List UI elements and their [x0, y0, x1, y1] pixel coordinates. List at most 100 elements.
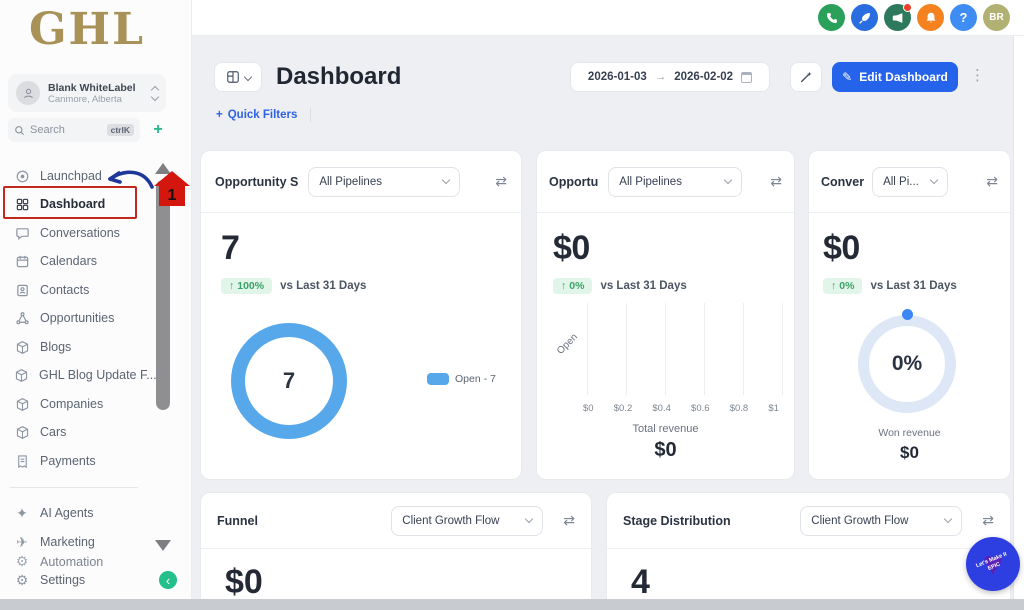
card-opportunity-value: Opportu All Pipelines ⇄ $0 ↑ 0% vs Las	[536, 150, 795, 480]
metric-value: $0	[823, 229, 860, 267]
announcements-button[interactable]	[884, 3, 912, 31]
account-switcher[interactable]: Blank WhiteLabel Canmore, Alberta	[8, 74, 166, 112]
footer-value: $0	[900, 443, 919, 462]
pipeline-select[interactable]: All Pipelines	[308, 166, 461, 197]
legend-label: Open - 7	[455, 373, 496, 385]
quick-add-button[interactable]: +	[153, 121, 163, 138]
edit-dashboard-button[interactable]: ✎ Edit Dashboard	[832, 62, 958, 92]
chevron-down-icon	[724, 175, 733, 185]
donut-center-value: 7	[282, 368, 296, 393]
more-options-button[interactable]: ⋮	[970, 67, 985, 84]
account-name: Blank WhiteLabel	[48, 81, 136, 94]
sidebar-item-ai-agents[interactable]: ✦ AI Agents	[6, 500, 146, 526]
delta-badge: ↑ 0%	[823, 278, 863, 294]
card-stage-distribution: Stage Distribution Client Growth Flow ⇄ …	[606, 492, 1011, 610]
rocket-icon	[858, 12, 870, 24]
chevron-down-icon	[929, 175, 939, 185]
sidebar-item-opportunities[interactable]: Opportunities	[6, 305, 146, 331]
compare-label: vs Last 31 Days	[870, 280, 957, 292]
sidebar-item-cars[interactable]: Cars	[6, 419, 146, 445]
gauge-chart: 0%	[858, 315, 956, 413]
paper-plane-icon: ✈	[16, 533, 28, 550]
dashboard-icon	[14, 196, 30, 212]
donut-chart: 7	[231, 323, 347, 439]
cube-icon	[14, 396, 30, 412]
rocket-button[interactable]	[851, 4, 878, 31]
compare-icon[interactable]: ⇄	[563, 512, 575, 528]
card-title: Opportunity S	[215, 174, 299, 189]
sparkle-icon: ✦	[16, 504, 28, 521]
opportunities-icon	[14, 310, 30, 326]
topbar: ? BR	[192, 0, 1024, 36]
sidebar-item-contacts[interactable]: Contacts	[6, 277, 146, 303]
bar-chart	[587, 303, 783, 395]
sidebar-item-calendars[interactable]: Calendars	[6, 248, 146, 274]
pipeline-select[interactable]: All Pi...	[872, 166, 949, 197]
plus-icon: +	[216, 109, 223, 121]
search-input[interactable]: Search ctrlK	[8, 118, 140, 142]
footer-label: Total revenue	[632, 423, 699, 435]
sidebar-item-ghl-blog-update[interactable]: GHL Blog Update F...	[6, 362, 157, 388]
compare-icon[interactable]: ⇄	[770, 173, 782, 189]
up-arrow-icon: ↑	[831, 280, 837, 292]
heart-icon: ♥	[982, 545, 1004, 583]
legend-swatch	[427, 373, 449, 385]
sidebar-item-blogs[interactable]: Blogs	[6, 334, 146, 360]
brand-logo: GHL	[28, 4, 146, 55]
receipt-icon	[14, 453, 30, 469]
sidebar-scrollbar-thumb[interactable]	[156, 180, 170, 410]
card-title: Opportu	[549, 174, 599, 189]
compare-icon[interactable]: ⇄	[982, 512, 994, 528]
cube-icon	[14, 367, 29, 383]
pipeline-select[interactable]: Client Growth Flow	[391, 505, 544, 536]
sidebar-item-marketing[interactable]: ✈ Marketing	[6, 529, 146, 555]
customize-button[interactable]	[790, 62, 822, 92]
divider	[310, 108, 312, 122]
sidebar-item-launchpad[interactable]: Launchpad	[6, 163, 146, 189]
pipeline-select[interactable]: Client Growth Flow	[800, 505, 963, 536]
sidebar-scroll-up-icon[interactable]	[155, 163, 171, 174]
main-pane: ? BR Dashboard 2026-01-03 → 2026-02-02	[192, 0, 1024, 610]
account-location: Canmore, Alberta	[48, 93, 122, 105]
account-chevrons-icon	[150, 85, 160, 101]
search-icon	[15, 125, 25, 135]
sidebar-scroll-down-icon[interactable]	[155, 540, 171, 551]
grid-icon	[226, 71, 239, 83]
notifications-button[interactable]	[917, 4, 944, 31]
sidebar-divider	[10, 487, 138, 488]
phone-button[interactable]	[818, 4, 845, 31]
date-range-picker[interactable]: 2026-01-03 → 2026-02-02	[570, 62, 770, 92]
pencil-icon: ✎	[842, 70, 853, 84]
megaphone-icon	[892, 12, 902, 23]
compare-icon[interactable]: ⇄	[986, 173, 998, 189]
sidebar-item-conversations[interactable]: Conversations	[6, 220, 146, 246]
gauge-marker	[902, 309, 913, 320]
quick-filters-button[interactable]: + Quick Filters	[216, 108, 312, 122]
metric-value: 7	[221, 229, 240, 267]
search-placeholder: Search	[30, 124, 65, 136]
card-title: Stage Distribution	[623, 513, 731, 528]
sidebar-item-settings[interactable]: ⚙ Settings	[15, 571, 86, 588]
sidebar-collapse-button[interactable]: ‹	[159, 571, 177, 589]
sidebar-item-companies[interactable]: Companies	[6, 391, 146, 417]
dashboard-switcher-button[interactable]	[214, 62, 262, 92]
user-avatar[interactable]: BR	[983, 4, 1010, 31]
page-title: Dashboard	[276, 63, 402, 90]
sidebar-item-payments[interactable]: Payments	[6, 448, 146, 474]
chevron-down-icon	[442, 175, 451, 185]
sidebar-item-automation[interactable]: ⚙ Automation	[15, 554, 104, 569]
pipeline-select[interactable]: All Pipelines	[608, 166, 743, 197]
calendar-icon	[741, 71, 753, 83]
horizontal-scrollbar[interactable]	[0, 599, 1024, 610]
compare-icon[interactable]: ⇄	[495, 173, 507, 189]
chevron-down-icon	[944, 514, 953, 524]
footer-label: Won revenue	[878, 427, 941, 439]
sidebar-item-dashboard[interactable]: Dashboard	[6, 191, 146, 217]
card-title: Funnel	[217, 513, 258, 528]
card-funnel: Funnel Client Growth Flow ⇄ $0	[200, 492, 592, 610]
compare-label: vs Last 31 Days	[280, 280, 367, 292]
help-button[interactable]: ?	[950, 4, 977, 31]
chat-widget-button[interactable]: ♥ Let's Make It EPIC	[966, 537, 1020, 591]
delta-badge: ↑ 0%	[553, 278, 593, 294]
metric-value: $0	[553, 229, 590, 267]
